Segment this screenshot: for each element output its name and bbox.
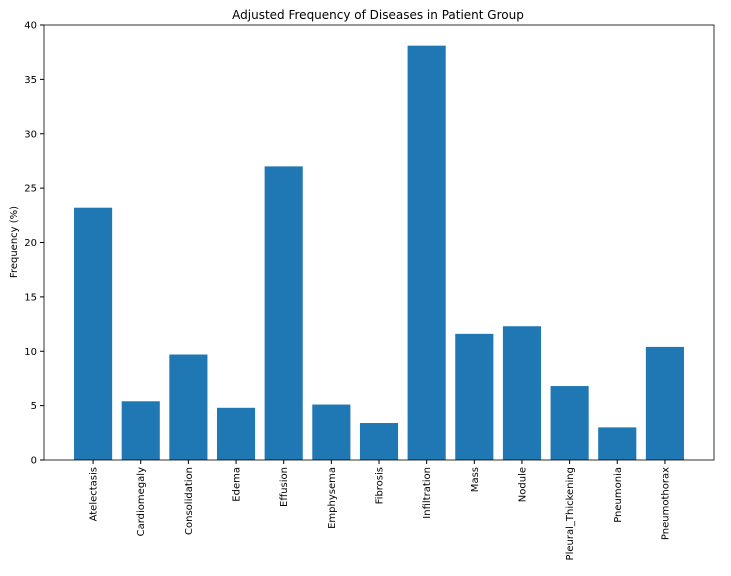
y-tick-label: 0 [31,456,37,467]
bar [502,326,542,460]
bar [550,386,589,460]
bar [455,333,494,460]
bar [216,407,256,460]
x-tick-label: Pleural_Thickening [565,467,576,560]
y-tick-label: 20 [24,238,37,249]
x-tick-label: Edema [232,467,243,502]
bar [407,45,446,460]
x-tick-label: Infiltration [422,467,433,519]
bar [121,401,160,460]
x-tick-label: Pneumothorax [660,467,671,540]
x-tick-label: Effusion [279,467,290,507]
y-tick-label: 15 [24,292,37,303]
x-tick-label: Cardiomegaly [136,467,147,536]
x-tick-label: Consolidation [184,467,195,535]
x-tick-label: Emphysema [327,467,338,529]
bar [264,166,303,460]
x-tick-label: Fibrosis [375,467,386,504]
y-tick-label: 10 [24,347,37,358]
y-tick-label: 30 [24,129,37,140]
y-tick-label: 5 [31,401,37,412]
bar [598,427,637,460]
bar [645,346,684,460]
bar [312,404,351,460]
plot-frame [43,24,715,461]
y-tick-label: 25 [24,184,37,195]
bar [359,423,399,460]
y-tick-label: 40 [24,21,37,32]
chart-title: Adjusted Frequency of Diseases in Patien… [232,8,524,22]
x-tick-label: Mass [470,467,481,492]
y-tick-label: 35 [24,75,37,86]
y-axis-label: Frequency (%) [9,206,20,278]
bar [74,207,113,460]
x-tick-label: Atelectasis [89,467,100,521]
x-tick-label: Pneumonia [613,467,624,523]
x-tick-label: Nodule [517,467,528,502]
bar [169,354,208,460]
